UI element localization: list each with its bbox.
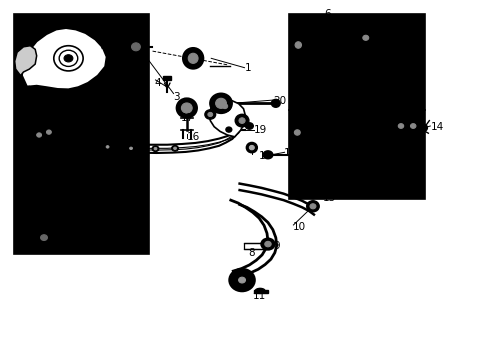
Bar	[163, 76, 171, 80]
Ellipse shape	[128, 40, 143, 54]
Ellipse shape	[295, 42, 301, 48]
Ellipse shape	[245, 123, 253, 129]
Text: 14: 14	[430, 122, 444, 132]
Text: 6: 6	[324, 9, 330, 19]
Text: 5: 5	[124, 195, 131, 205]
Text: 9: 9	[273, 241, 280, 251]
Ellipse shape	[290, 126, 303, 138]
Text: 20: 20	[272, 96, 285, 106]
Ellipse shape	[41, 235, 47, 240]
Text: 15: 15	[322, 193, 335, 203]
Ellipse shape	[207, 112, 212, 117]
Bar	[288, 14, 425, 110]
Ellipse shape	[229, 269, 254, 291]
Ellipse shape	[238, 277, 245, 283]
Ellipse shape	[183, 48, 203, 69]
Ellipse shape	[33, 130, 45, 140]
Text: 19: 19	[254, 125, 267, 135]
Ellipse shape	[131, 43, 140, 51]
Ellipse shape	[222, 104, 227, 109]
Ellipse shape	[106, 145, 109, 148]
Ellipse shape	[171, 145, 178, 151]
Ellipse shape	[294, 130, 300, 135]
Ellipse shape	[154, 148, 157, 150]
Ellipse shape	[46, 130, 51, 134]
Text: 2: 2	[53, 227, 60, 237]
Ellipse shape	[255, 288, 264, 293]
Ellipse shape	[64, 55, 73, 62]
Text: 1: 1	[244, 63, 251, 73]
Ellipse shape	[37, 133, 41, 137]
Ellipse shape	[239, 118, 244, 123]
Text: 7: 7	[295, 54, 302, 64]
Text: 7: 7	[351, 36, 358, 46]
Ellipse shape	[246, 143, 257, 153]
Ellipse shape	[176, 98, 197, 118]
Bar	[310, 115, 314, 120]
Ellipse shape	[204, 110, 215, 119]
Ellipse shape	[234, 274, 249, 287]
Ellipse shape	[152, 146, 159, 152]
Ellipse shape	[271, 99, 280, 107]
Ellipse shape	[359, 32, 371, 43]
Ellipse shape	[129, 147, 132, 150]
Ellipse shape	[306, 201, 319, 212]
Text: 18: 18	[259, 150, 272, 161]
Ellipse shape	[188, 53, 198, 63]
Ellipse shape	[362, 35, 368, 40]
Ellipse shape	[264, 241, 270, 247]
Ellipse shape	[219, 101, 231, 112]
Ellipse shape	[263, 151, 272, 159]
Ellipse shape	[261, 238, 274, 250]
Text: 13: 13	[351, 140, 365, 150]
Ellipse shape	[394, 121, 406, 131]
Text: 10: 10	[292, 222, 305, 232]
Bar	[14, 14, 149, 254]
Ellipse shape	[249, 145, 254, 150]
Polygon shape	[22, 28, 106, 89]
Text: 11: 11	[253, 291, 266, 301]
Ellipse shape	[210, 94, 232, 113]
Ellipse shape	[235, 114, 248, 127]
Ellipse shape	[407, 121, 418, 131]
Polygon shape	[15, 46, 37, 76]
Bar	[244, 243, 264, 249]
Ellipse shape	[409, 123, 415, 129]
Bar	[288, 110, 425, 199]
Ellipse shape	[308, 192, 317, 199]
Ellipse shape	[397, 123, 403, 129]
Text: 12: 12	[283, 148, 296, 158]
Ellipse shape	[215, 98, 226, 108]
Ellipse shape	[37, 231, 51, 244]
Ellipse shape	[370, 58, 381, 68]
Text: 3: 3	[173, 92, 180, 102]
Ellipse shape	[225, 127, 231, 132]
Ellipse shape	[181, 103, 192, 113]
Ellipse shape	[127, 145, 134, 151]
Ellipse shape	[43, 127, 55, 138]
Text: 8: 8	[248, 248, 255, 258]
Polygon shape	[209, 100, 245, 137]
Ellipse shape	[291, 38, 305, 52]
Ellipse shape	[173, 147, 176, 150]
Text: 4: 4	[154, 78, 161, 88]
Text: 17: 17	[181, 113, 194, 123]
Bar	[254, 290, 267, 293]
Text: 16: 16	[187, 132, 200, 142]
Ellipse shape	[309, 204, 315, 209]
Ellipse shape	[311, 119, 318, 123]
Ellipse shape	[421, 125, 427, 131]
Bar	[326, 194, 331, 198]
Ellipse shape	[104, 144, 111, 150]
